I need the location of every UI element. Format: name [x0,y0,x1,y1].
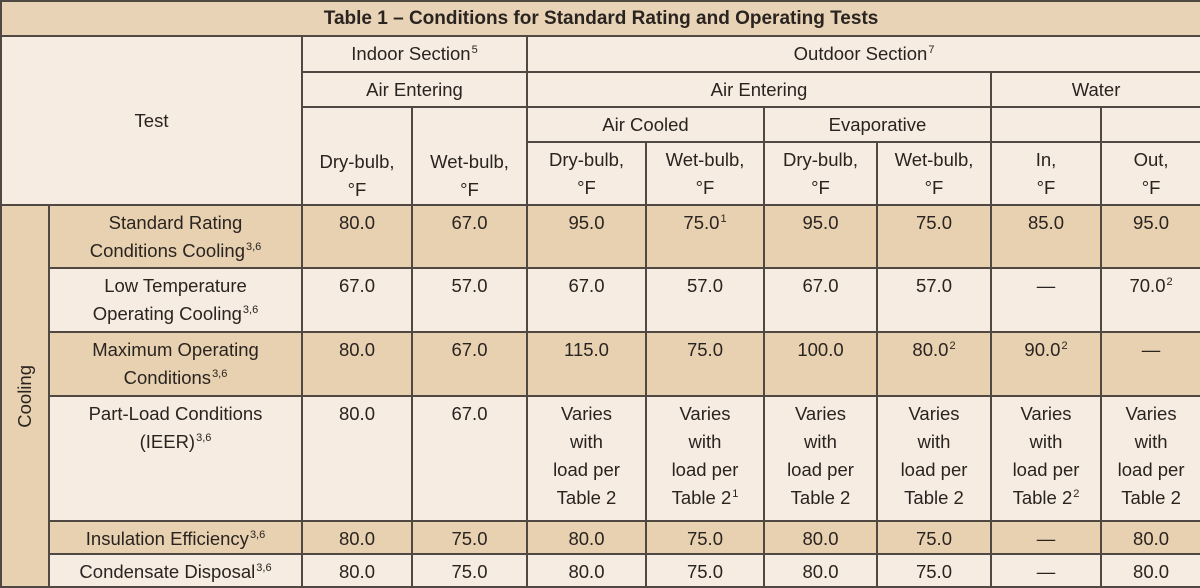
value-cell: — [990,267,1102,333]
test-label: Insulation Efficiency3,6 [48,520,303,555]
test-label: Low Temperature Operating Cooling3,6 [48,267,303,333]
value-cell: 75.0 [645,553,765,588]
value-cell: 85.0 [990,204,1102,269]
value-cell: 80.0 [526,553,647,588]
table-row: Maximum Operating Conditions3,6 80.0 67.0 1… [1,331,1200,397]
table-row: Insulation Efficiency3,6 80.0 75.0 80.0 75.0… [1,520,1200,555]
column-header: Wet-bulb, °F [876,141,992,206]
value-cell: Varies with load per Table 2 [1099,395,1200,522]
value-cell: 80.02 [876,331,992,397]
column-header: In, °F [990,141,1102,206]
value-cell: — [1099,331,1200,397]
value-cell: Varies with load per Table 21 [645,395,765,522]
value-cell: Varies with load per Table 22 [990,395,1102,522]
table-row: Condensate Disposal3,6 80.0 75.0 80.0 75.0 80… [1,553,1200,588]
value-cell: 90.02 [990,331,1102,397]
value-cell: 75.0 [645,520,765,555]
column-header: Out, °F [1099,141,1200,206]
evaporative-header: Evaporative [763,106,992,143]
value-cell: 80.0 [301,553,413,588]
outdoor-air-entering-header: Air Entering [526,71,992,108]
value-cell: 95.0 [763,204,878,269]
group-label-text: Cooling [14,364,35,428]
value-cell: 67.0 [411,331,528,397]
value-cell: 75.0 [876,553,992,588]
value-cell: 80.0 [301,520,413,555]
outdoor-section-header: Outdoor Section7 [525,35,1200,73]
value-cell: — [990,553,1102,588]
value-cell: 80.0 [1099,553,1200,588]
value-cell: 57.0 [411,267,528,333]
value-cell: 80.0 [301,331,413,397]
empty-header [990,106,1102,143]
value-cell: 75.0 [411,553,528,588]
test-label: Condensate Disposal3,6 [48,553,303,588]
value-cell: 67.0 [301,267,413,333]
column-header: Wet-bulb, °F [645,141,765,206]
value-cell: 67.0 [411,204,528,269]
value-cell: 75.01 [645,204,765,269]
test-label: Maximum Operating Conditions3,6 [48,331,303,397]
value-cell: Varies with load per Table 2 [876,395,992,522]
column-header: Dry-bulb, °F [301,106,413,206]
value-cell: 80.0 [763,553,878,588]
value-cell: 57.0 [876,267,992,333]
table-row: Low Temperature Operating Cooling3,6 67.0… [1,267,1200,333]
value-cell: 67.0 [763,267,878,333]
air-cooled-header: Air Cooled [526,106,765,143]
value-cell: Varies with load per Table 2 [763,395,878,522]
value-cell: 80.0 [763,520,878,555]
value-cell: 80.0 [1099,520,1200,555]
value-cell: Varies with load per Table 2 [526,395,647,522]
empty-header [1099,106,1200,143]
value-cell: 95.0 [526,204,647,269]
group-label-cooling: Cooling [0,204,50,588]
indoor-section-header: Indoor Section5 [301,35,528,73]
value-cell: — [990,520,1102,555]
value-cell: 75.0 [411,520,528,555]
column-header: Dry-bulb, °F [526,141,647,206]
value-cell: 80.0 [301,204,413,269]
water-header: Water [989,71,1200,108]
value-cell: 57.0 [645,267,765,333]
value-cell: 67.0 [411,395,528,522]
table-row: Cooling Standard Rating Conditions Coolin… [0,204,1200,588]
value-cell: 75.0 [876,520,992,555]
indoor-air-entering-header: Air Entering [301,71,528,108]
value-cell: 75.0 [876,204,992,269]
test-label: Part-Load Conditions (IEER)3,6 [48,395,303,522]
table-row: Part-Load Conditions (IEER)3,6 80.0 67.0 Va… [1,395,1200,522]
value-cell: 70.02 [1099,267,1200,333]
test-label: Standard Rating Conditions Cooling3,6 [48,204,303,269]
value-cell: 67.0 [526,267,647,333]
column-header: Dry-bulb, °F [763,141,878,206]
value-cell: 75.0 [645,331,765,397]
value-cell: 95.0 [1099,204,1200,269]
value-cell: 115.0 [526,331,647,397]
column-header: Wet-bulb, °F [411,106,528,206]
value-cell: 80.0 [526,520,647,555]
test-header: Test [0,35,303,206]
table-title: Table 1 – Conditions for Standard Rating… [0,0,1200,37]
value-cell: 100.0 [763,331,878,397]
value-cell: 80.0 [301,395,413,522]
